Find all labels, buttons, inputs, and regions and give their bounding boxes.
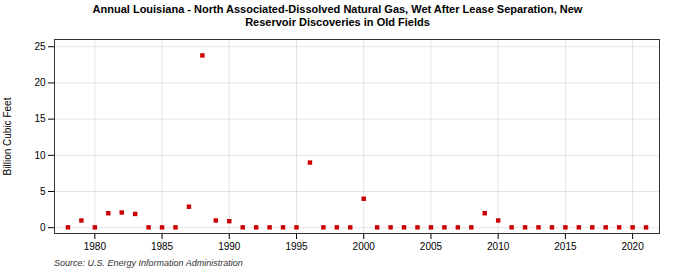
svg-text:Billion Cubic Feet: Billion Cubic Feet	[2, 97, 13, 175]
svg-text:2010: 2010	[487, 241, 510, 252]
svg-text:0: 0	[40, 222, 46, 233]
svg-text:1995: 1995	[285, 241, 308, 252]
svg-text:15: 15	[34, 113, 46, 124]
svg-text:25: 25	[34, 41, 46, 52]
svg-text:1985: 1985	[151, 241, 174, 252]
svg-text:2000: 2000	[353, 241, 376, 252]
svg-text:2005: 2005	[420, 241, 443, 252]
svg-text:1990: 1990	[218, 241, 241, 252]
svg-text:2015: 2015	[554, 241, 577, 252]
svg-text:2020: 2020	[621, 241, 644, 252]
html-text:Source: U.S. Energy Informatio: Source: U.S. Energy Information Administ…	[54, 258, 243, 268]
svg-text:20: 20	[34, 77, 46, 88]
html-text:Annual Louisiana - North Assoc: Annual Louisiana - North Associated-Diss…	[92, 3, 583, 28]
svg-text:5: 5	[40, 186, 46, 197]
svg-text:1980: 1980	[84, 241, 107, 252]
svg-text:10: 10	[34, 150, 46, 161]
